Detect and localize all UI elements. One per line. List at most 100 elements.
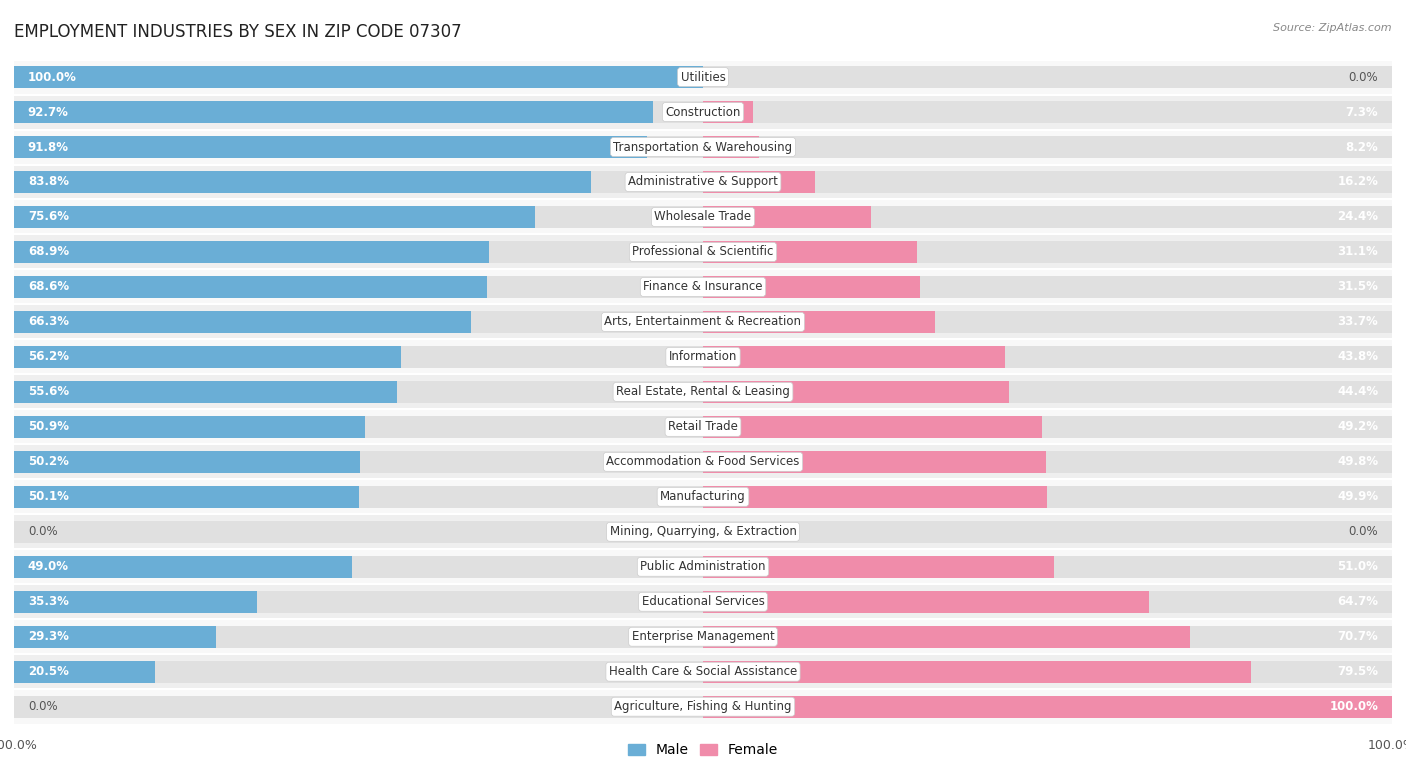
Text: 49.8%: 49.8% <box>1337 456 1378 469</box>
Text: 100.0%: 100.0% <box>28 71 77 84</box>
Bar <box>14 276 1392 298</box>
Bar <box>14 591 1392 612</box>
Text: 79.5%: 79.5% <box>1337 665 1378 678</box>
Bar <box>703 206 872 228</box>
Text: Accommodation & Food Services: Accommodation & Food Services <box>606 456 800 469</box>
Text: Construction: Construction <box>665 106 741 119</box>
Bar <box>703 486 1047 508</box>
Bar <box>14 95 1392 130</box>
Bar <box>14 206 1392 228</box>
Text: Transportation & Warehousing: Transportation & Warehousing <box>613 140 793 154</box>
Text: 50.9%: 50.9% <box>28 421 69 433</box>
Bar <box>703 416 1042 438</box>
Text: 75.6%: 75.6% <box>28 210 69 223</box>
Bar <box>14 311 471 333</box>
Text: EMPLOYMENT INDUSTRIES BY SEX IN ZIP CODE 07307: EMPLOYMENT INDUSTRIES BY SEX IN ZIP CODE… <box>14 23 461 41</box>
Bar <box>14 136 647 158</box>
Text: Professional & Scientific: Professional & Scientific <box>633 245 773 258</box>
Bar <box>14 619 1392 654</box>
Text: 20.5%: 20.5% <box>28 665 69 678</box>
Bar <box>14 556 352 577</box>
Bar <box>14 696 1392 718</box>
Bar <box>14 584 1392 619</box>
Bar <box>14 374 1392 410</box>
Text: 0.0%: 0.0% <box>1348 525 1378 539</box>
Text: 31.1%: 31.1% <box>1337 245 1378 258</box>
Text: Arts, Entertainment & Recreation: Arts, Entertainment & Recreation <box>605 315 801 328</box>
Legend: Male, Female: Male, Female <box>623 738 783 763</box>
Text: 91.8%: 91.8% <box>28 140 69 154</box>
Text: 68.6%: 68.6% <box>28 280 69 293</box>
Text: Information: Information <box>669 351 737 363</box>
Bar <box>14 661 155 683</box>
Text: 43.8%: 43.8% <box>1337 351 1378 363</box>
Bar <box>703 591 1149 612</box>
Text: 0.0%: 0.0% <box>28 700 58 713</box>
Text: Wholesale Trade: Wholesale Trade <box>654 210 752 223</box>
Bar <box>703 381 1010 403</box>
Text: 49.9%: 49.9% <box>1337 490 1378 504</box>
Bar <box>14 451 1392 473</box>
Bar <box>14 661 1392 683</box>
Text: 49.0%: 49.0% <box>28 560 69 573</box>
Text: Public Administration: Public Administration <box>640 560 766 573</box>
Text: 51.0%: 51.0% <box>1337 560 1378 573</box>
Bar <box>14 556 1392 577</box>
Bar <box>14 410 1392 445</box>
Bar <box>703 626 1189 648</box>
Bar <box>14 171 592 193</box>
Text: 68.9%: 68.9% <box>28 245 69 258</box>
Text: 29.3%: 29.3% <box>28 630 69 643</box>
Bar <box>14 381 1392 403</box>
Bar <box>14 66 703 88</box>
Bar <box>14 199 1392 234</box>
Text: 16.2%: 16.2% <box>1337 175 1378 189</box>
Text: 31.5%: 31.5% <box>1337 280 1378 293</box>
Bar <box>703 101 754 123</box>
Text: Educational Services: Educational Services <box>641 595 765 608</box>
Bar <box>14 346 1392 368</box>
Text: Finance & Insurance: Finance & Insurance <box>644 280 762 293</box>
Bar <box>703 451 1046 473</box>
Bar <box>703 556 1054 577</box>
Bar <box>14 66 1392 88</box>
Text: 83.8%: 83.8% <box>28 175 69 189</box>
Bar <box>14 486 1392 508</box>
Bar <box>14 241 489 263</box>
Text: 56.2%: 56.2% <box>28 351 69 363</box>
Bar <box>14 416 1392 438</box>
Bar <box>14 311 1392 333</box>
Bar <box>14 136 1392 158</box>
Bar <box>14 171 1392 193</box>
Bar <box>14 234 1392 269</box>
Bar <box>14 480 1392 514</box>
Bar <box>14 241 1392 263</box>
Text: 92.7%: 92.7% <box>28 106 69 119</box>
Text: Administrative & Support: Administrative & Support <box>628 175 778 189</box>
Bar <box>14 451 360 473</box>
Bar <box>14 206 534 228</box>
Bar <box>14 549 1392 584</box>
Bar <box>703 696 1392 718</box>
Bar <box>14 514 1392 549</box>
Bar <box>14 486 359 508</box>
Bar <box>14 101 652 123</box>
Bar <box>14 654 1392 689</box>
Text: 0.0%: 0.0% <box>1348 71 1378 84</box>
Bar <box>14 60 1392 95</box>
Bar <box>703 241 917 263</box>
Bar <box>703 311 935 333</box>
Bar <box>14 521 1392 542</box>
Text: 100.0%: 100.0% <box>1329 700 1378 713</box>
Bar <box>14 626 217 648</box>
Text: 8.2%: 8.2% <box>1346 140 1378 154</box>
Bar <box>14 445 1392 480</box>
Text: 70.7%: 70.7% <box>1337 630 1378 643</box>
Text: Real Estate, Rental & Leasing: Real Estate, Rental & Leasing <box>616 386 790 398</box>
Bar <box>14 346 401 368</box>
Bar <box>14 381 396 403</box>
Text: 33.7%: 33.7% <box>1337 315 1378 328</box>
Text: Retail Trade: Retail Trade <box>668 421 738 433</box>
Text: Source: ZipAtlas.com: Source: ZipAtlas.com <box>1274 23 1392 33</box>
Bar <box>14 101 1392 123</box>
